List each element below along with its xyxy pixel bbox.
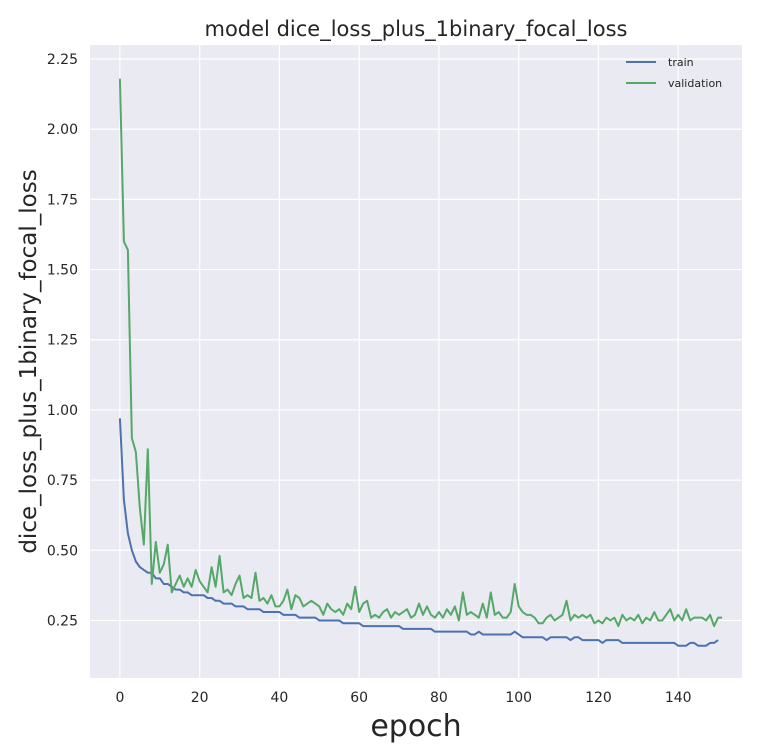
series-line-validation	[118, 78, 723, 628]
x-tick-label: 40	[271, 690, 289, 706]
y-tick-label: 2.25	[47, 52, 78, 68]
x-tick-label: 60	[350, 690, 368, 706]
y-axis-label: dice_loss_plus_1binary_focal_loss	[16, 169, 42, 553]
chart-title: model dice_loss_plus_1binary_focal_loss	[205, 17, 628, 42]
x-tick-label: 20	[191, 690, 209, 706]
x-tick-label: 140	[665, 690, 692, 706]
x-tick-label: 120	[585, 690, 612, 706]
y-tick-label: 2.00	[47, 122, 78, 138]
legend-label-validation: validation	[668, 77, 722, 90]
x-axis-label: epoch	[370, 709, 461, 744]
x-tick-label: 100	[505, 690, 532, 706]
y-tick-label: 1.75	[47, 192, 78, 208]
series-line-train	[118, 418, 719, 647]
y-tick-label: 0.25	[47, 613, 78, 629]
series-lines	[118, 78, 723, 647]
plot-area	[90, 45, 742, 678]
y-tick-label: 1.50	[47, 263, 78, 279]
x-axis-ticks: 0 20 40 60 80 100 120 140	[115, 690, 691, 706]
y-tick-label: 1.25	[47, 333, 78, 349]
y-tick-label: 0.75	[47, 473, 78, 489]
grid	[90, 45, 742, 678]
y-axis-ticks: 0.25 0.50 0.75 1.00 1.25 1.50 1.75 2.00 2.25	[47, 52, 78, 629]
legend: train validation	[626, 56, 722, 90]
x-tick-label: 0	[115, 690, 124, 706]
legend-label-train: train	[668, 56, 694, 69]
x-tick-label: 80	[430, 690, 448, 706]
y-tick-label: 1.00	[47, 403, 78, 419]
y-tick-label: 0.50	[47, 543, 78, 559]
